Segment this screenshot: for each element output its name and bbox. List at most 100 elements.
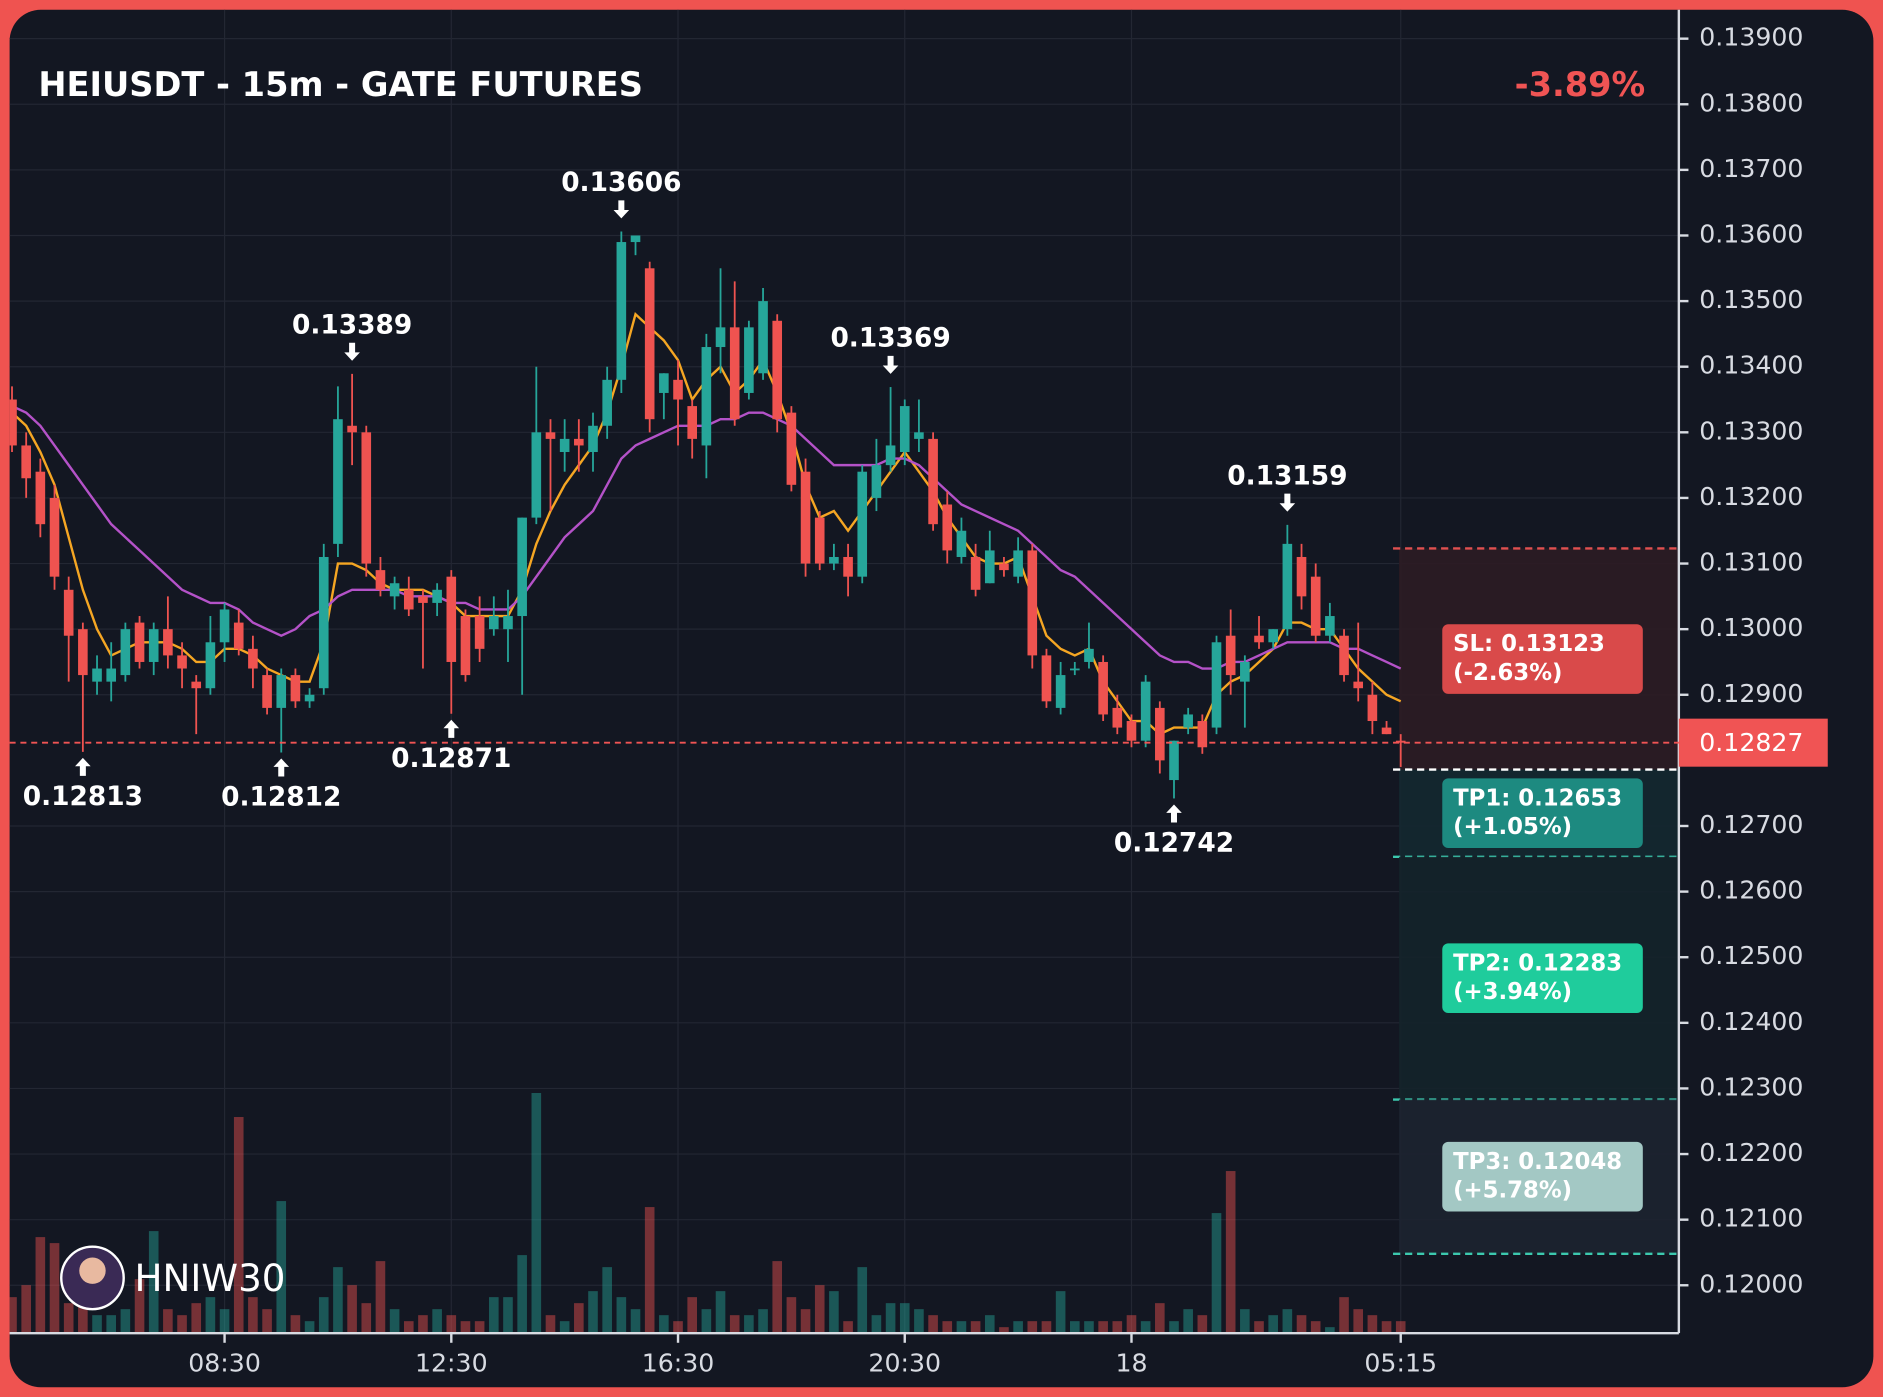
candle-body <box>389 583 400 597</box>
change: -3.89% <box>1515 65 1646 104</box>
volume-bar <box>1325 1327 1335 1334</box>
candle-body <box>1310 576 1321 636</box>
candle-body <box>92 668 102 682</box>
candle-body <box>120 629 131 676</box>
volume-bar <box>1254 1321 1264 1334</box>
volume-bar <box>333 1267 343 1334</box>
volume-bar <box>1069 1321 1080 1334</box>
candle-body <box>1197 721 1208 748</box>
candle-body <box>446 576 457 662</box>
volume-bar <box>474 1321 485 1334</box>
volume-bar <box>1197 1315 1208 1334</box>
volume-bar <box>120 1309 131 1334</box>
candle-body <box>1225 635 1236 676</box>
candle-body <box>134 622 145 662</box>
candle-body <box>163 629 173 656</box>
volume-bar <box>574 1303 584 1334</box>
volume-bar <box>92 1315 102 1334</box>
volume-bar <box>1041 1321 1052 1334</box>
candle-body <box>1098 661 1108 715</box>
candle-body <box>616 242 627 380</box>
candle-body <box>786 412 797 485</box>
volume-bar <box>531 1092 542 1334</box>
volume-bar <box>673 1321 683 1334</box>
volume-bar <box>644 1207 655 1334</box>
candle-body <box>1013 550 1023 577</box>
candle-body <box>290 675 301 702</box>
candle-body <box>772 320 783 420</box>
annotation: 0.13606 <box>561 167 681 198</box>
volume-bar <box>999 1327 1009 1334</box>
annotation: 0.13159 <box>1227 460 1347 491</box>
candle-body <box>1339 635 1349 676</box>
candle-body <box>970 556 981 590</box>
y-tick-label: 0.13400 <box>1699 351 1803 380</box>
volume-bar <box>191 1303 202 1334</box>
volume-bar <box>517 1255 527 1334</box>
volume-bar <box>758 1309 768 1334</box>
avatar-face <box>79 1257 106 1284</box>
level-box <box>1442 943 1643 1014</box>
volume-bar <box>205 1297 216 1334</box>
candle-body <box>347 425 357 433</box>
y-tick-label: 0.12300 <box>1699 1072 1803 1101</box>
volume-bar <box>460 1321 471 1334</box>
volume-bar <box>956 1321 967 1334</box>
y-tick-label: 0.12100 <box>1699 1204 1803 1233</box>
volume-bar <box>843 1321 853 1334</box>
volume-bar <box>63 1303 74 1334</box>
candle-body <box>829 556 839 564</box>
volume-bar <box>1027 1321 1038 1334</box>
current-price-box <box>1678 718 1828 767</box>
y-tick-label: 0.13700 <box>1699 154 1803 183</box>
candle-body <box>191 681 202 689</box>
candle-body <box>673 379 683 400</box>
volume-bar <box>49 1243 60 1334</box>
annotation: 0.12813 <box>23 781 143 812</box>
volume-bar <box>1353 1309 1364 1334</box>
candle-body <box>814 517 825 564</box>
volume-bar <box>786 1297 797 1334</box>
candle-body <box>729 327 740 420</box>
candle-body <box>559 438 570 453</box>
candle-body <box>1169 740 1179 781</box>
candle-body <box>1296 556 1307 597</box>
y-tick-label: 0.13500 <box>1699 285 1803 314</box>
x-tick-label: 20:30 <box>868 1348 941 1377</box>
trade-zones: SL: 0.13123 (-2.63%) TP1: 0.12653 (+1.05%) T… <box>1393 547 1679 1255</box>
candle-body <box>106 668 117 682</box>
volume-bar <box>1395 1321 1406 1334</box>
y-tick-label: 0.12900 <box>1699 679 1803 708</box>
candle-body <box>1395 740 1406 743</box>
volume-bar <box>318 1297 329 1334</box>
y-tick-label: 0.13100 <box>1699 548 1803 577</box>
volume-bar <box>1055 1291 1066 1334</box>
candle-body <box>49 497 60 577</box>
y-tick-label: 0.13600 <box>1699 219 1803 248</box>
candle-body <box>687 406 697 439</box>
candle-body <box>715 327 726 348</box>
candle-body <box>432 589 442 603</box>
candle-body <box>1367 694 1378 722</box>
volume-bar <box>729 1315 740 1334</box>
volume-bar <box>1240 1309 1250 1334</box>
volume-bar <box>134 1279 145 1334</box>
volume-bar <box>1339 1297 1349 1334</box>
candle-body <box>956 530 967 557</box>
volume-bar <box>715 1291 726 1334</box>
level-label: TP1: 0.12653 <box>1453 785 1622 811</box>
level-label: TP2: 0.12283 <box>1453 950 1622 976</box>
candle-body <box>871 465 882 498</box>
annotation: 0.13389 <box>292 309 412 340</box>
x-tick-label: 18 <box>1115 1348 1147 1377</box>
candle-body <box>517 517 527 617</box>
volume-bar <box>35 1237 46 1334</box>
volume-bar <box>1183 1309 1193 1334</box>
candle-body <box>1268 629 1278 643</box>
candle-body <box>758 301 768 374</box>
candle-body <box>1112 707 1123 728</box>
candle-body <box>1240 661 1250 682</box>
candle-body <box>588 425 598 453</box>
current-price-label: 0.12827 <box>1699 728 1803 757</box>
